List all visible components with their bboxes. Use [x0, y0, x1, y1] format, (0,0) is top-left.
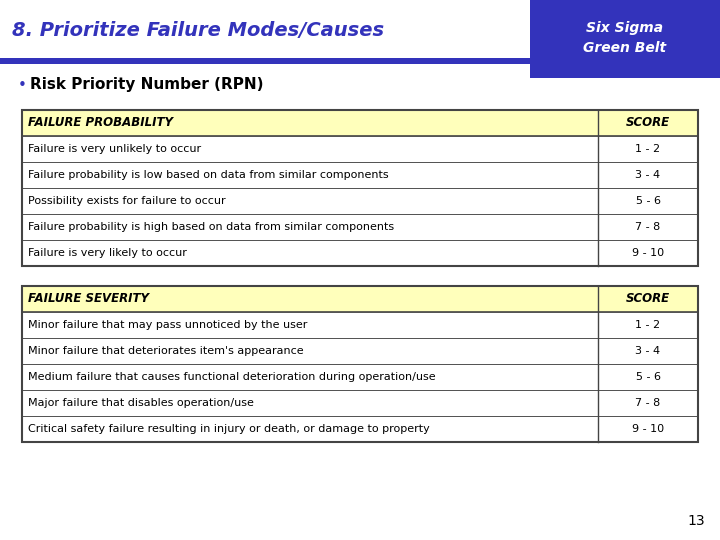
Text: Minor failure that deteriorates item's appearance: Minor failure that deteriorates item's a… [28, 346, 304, 356]
Text: Risk Priority Number (RPN): Risk Priority Number (RPN) [30, 78, 264, 92]
Bar [530, 0, 720, 78]
Text: Minor failure that may pass unnoticed by the user: Minor failure that may pass unnoticed by… [28, 320, 307, 330]
Text: SCORE: SCORE [626, 117, 670, 130]
Text: Failure is very likely to occur: Failure is very likely to occur [28, 248, 187, 258]
Bar [22, 416, 698, 442]
Text: 7 - 8: 7 - 8 [635, 398, 661, 408]
Text: Failure probability is low based on data from similar components: Failure probability is low based on data… [28, 170, 389, 180]
Text: 8. Prioritize Failure Modes/Causes: 8. Prioritize Failure Modes/Causes [12, 21, 384, 39]
Text: 7 - 8: 7 - 8 [635, 222, 661, 232]
Text: •: • [18, 78, 27, 92]
Bar [0, 58, 720, 64]
Text: 9 - 10: 9 - 10 [632, 248, 664, 258]
Bar [22, 110, 698, 266]
Bar [22, 162, 698, 188]
Text: 1 - 2: 1 - 2 [636, 320, 660, 330]
Text: Major failure that disables operation/use: Major failure that disables operation/us… [28, 398, 254, 408]
Bar [22, 286, 698, 312]
Bar [22, 364, 698, 390]
Bar [22, 338, 698, 364]
Bar [22, 240, 698, 266]
Text: 1 - 2: 1 - 2 [636, 144, 660, 154]
Bar [22, 110, 698, 136]
Bar [0, 0, 530, 60]
Text: Six Sigma
Green Belt: Six Sigma Green Belt [583, 21, 667, 55]
Bar [22, 286, 698, 442]
Text: 3 - 4: 3 - 4 [636, 346, 660, 356]
Bar [22, 390, 698, 416]
Text: SCORE: SCORE [626, 293, 670, 306]
Bar [22, 188, 698, 214]
Bar [22, 214, 698, 240]
Text: Critical safety failure resulting in injury or death, or damage to property: Critical safety failure resulting in inj… [28, 424, 430, 434]
Text: 13: 13 [688, 514, 705, 528]
Text: Possibility exists for failure to occur: Possibility exists for failure to occur [28, 196, 225, 206]
Bar [22, 136, 698, 162]
Bar [22, 312, 698, 338]
Text: Failure is very unlikely to occur: Failure is very unlikely to occur [28, 144, 201, 154]
Text: FAILURE PROBABILITY: FAILURE PROBABILITY [28, 117, 173, 130]
Text: Medium failure that causes functional deterioration during operation/use: Medium failure that causes functional de… [28, 372, 436, 382]
Text: Failure probability is high based on data from similar components: Failure probability is high based on dat… [28, 222, 394, 232]
Text: 5 - 6: 5 - 6 [636, 196, 660, 206]
Text: 5 - 6: 5 - 6 [636, 372, 660, 382]
Text: 9 - 10: 9 - 10 [632, 424, 664, 434]
Text: 3 - 4: 3 - 4 [636, 170, 660, 180]
Text: FAILURE SEVERITY: FAILURE SEVERITY [28, 293, 149, 306]
